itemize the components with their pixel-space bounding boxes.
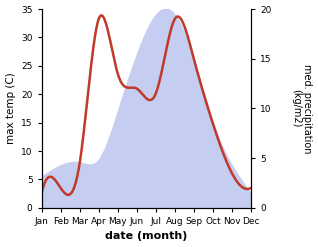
Y-axis label: med. precipitation
(kg/m2): med. precipitation (kg/m2) [291,64,313,153]
Y-axis label: max temp (C): max temp (C) [5,73,16,144]
X-axis label: date (month): date (month) [105,231,187,242]
